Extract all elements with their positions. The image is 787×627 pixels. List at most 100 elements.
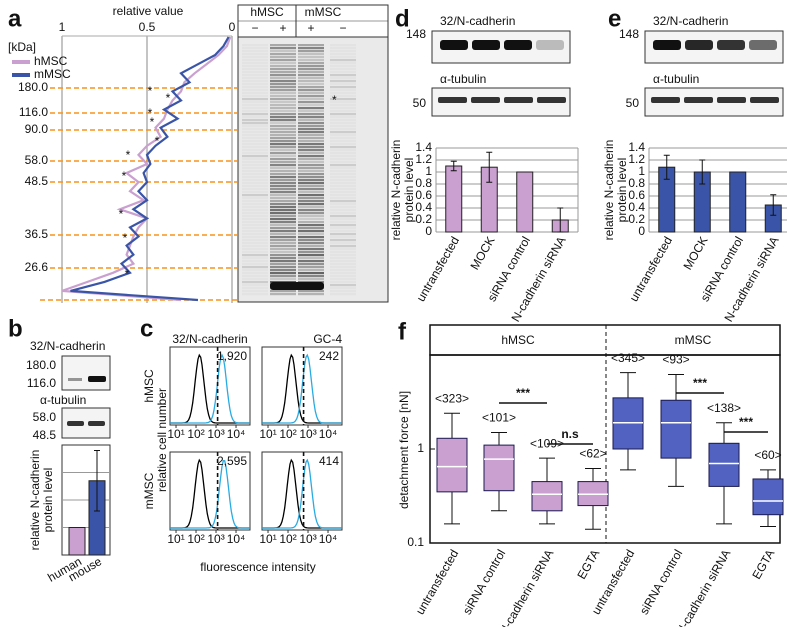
profile-line	[70, 36, 230, 302]
gel-band	[330, 230, 356, 232]
histogram-curve	[170, 460, 250, 529]
gel-band	[270, 155, 296, 158]
gel-band	[242, 62, 268, 64]
gel-band-dark	[270, 282, 324, 290]
box	[483, 444, 515, 492]
error-bar	[770, 194, 777, 216]
group-title: mMSC	[675, 333, 712, 347]
gel-band	[270, 68, 296, 71]
gel-band	[242, 209, 268, 211]
gel-band	[242, 251, 268, 253]
y-tick-label: 0.8	[415, 176, 432, 190]
histogram-curve	[262, 353, 342, 424]
gel-band	[270, 266, 296, 269]
gel-band	[242, 284, 268, 286]
gel-band	[242, 152, 268, 154]
blot-band	[504, 40, 532, 50]
histogram-frame	[169, 451, 251, 531]
gel-band	[298, 164, 324, 167]
gel-band	[270, 56, 296, 59]
profile-line	[61, 36, 232, 302]
bar	[729, 171, 747, 233]
gel-band	[242, 275, 268, 277]
n-label: <138>	[707, 401, 741, 415]
y-tick-label: 1	[638, 164, 645, 178]
gel-band	[242, 110, 268, 112]
blot-band	[750, 97, 779, 103]
gel-band	[330, 194, 356, 196]
gel-band	[270, 257, 296, 260]
asterisk: *	[150, 115, 155, 129]
gel-band	[298, 221, 324, 224]
gel-band	[330, 128, 356, 130]
whisker	[585, 468, 601, 482]
gel-band	[270, 131, 296, 134]
box	[708, 442, 740, 487]
gel-band	[242, 224, 268, 226]
y-axis-label: relative N-cadherin	[28, 450, 42, 551]
gel-band	[330, 122, 356, 124]
gel-band	[242, 194, 268, 197]
gel-band	[242, 155, 268, 158]
panel-letter: f	[398, 318, 407, 345]
whisker	[620, 372, 636, 398]
gel-band	[298, 131, 324, 134]
marker-label: 50	[626, 96, 640, 110]
group-title: hMSC	[501, 333, 535, 347]
blot-label: α-tubulin	[40, 393, 86, 407]
axis-title: relative value	[113, 4, 184, 18]
gel-band	[298, 119, 324, 122]
x-tick-label: siRNA control	[460, 547, 508, 617]
gel-band	[298, 104, 324, 107]
gel-band	[242, 56, 268, 58]
gel-band	[298, 212, 324, 215]
y-tick-label: 0.6	[628, 188, 645, 202]
gel-lane: −	[339, 21, 346, 35]
gel-band	[242, 164, 268, 166]
gel-band	[270, 83, 296, 86]
marker-label: 116.0	[19, 105, 48, 119]
gel-band	[270, 113, 296, 116]
header-band	[429, 324, 781, 356]
blot-band	[536, 40, 564, 50]
gel-band	[242, 239, 268, 241]
gel-band	[298, 293, 324, 296]
significance-label: ***	[516, 386, 530, 400]
x-tick-label: 10²	[279, 532, 296, 546]
gel-band	[270, 278, 296, 281]
gel-band	[270, 242, 296, 245]
gel-band	[298, 194, 324, 197]
gel-band	[242, 278, 268, 280]
gel-band	[270, 74, 296, 77]
gel-band	[242, 263, 268, 265]
gel-band	[270, 206, 296, 209]
marker-label: 50	[413, 96, 427, 110]
gel-band	[270, 137, 296, 140]
gel-band	[330, 140, 356, 142]
gel-band	[298, 245, 324, 248]
marker-label: 48.5	[25, 174, 49, 188]
gel-band	[242, 245, 268, 247]
panel-letter: c	[140, 315, 153, 342]
gel-band	[298, 83, 324, 86]
box	[436, 437, 468, 493]
gel-band	[330, 167, 356, 169]
gel-band	[270, 110, 296, 113]
gel-band	[270, 203, 296, 206]
gel-band	[270, 104, 296, 107]
marker-label: 116.0	[27, 376, 56, 390]
blot-band	[684, 97, 713, 103]
gel-band	[330, 149, 356, 151]
gel-band	[330, 209, 356, 211]
gel-band	[242, 128, 268, 130]
gel-band	[298, 134, 324, 137]
gel-band	[270, 98, 296, 101]
marker-label: 180.0	[18, 80, 48, 94]
x-tick-label: untransfected	[413, 547, 461, 617]
gel-band	[298, 215, 324, 218]
gel-band	[298, 203, 324, 206]
gel-band	[298, 260, 324, 263]
gel-band	[298, 92, 324, 95]
legend-label: mMSC	[34, 67, 71, 81]
gel-band	[330, 284, 356, 287]
